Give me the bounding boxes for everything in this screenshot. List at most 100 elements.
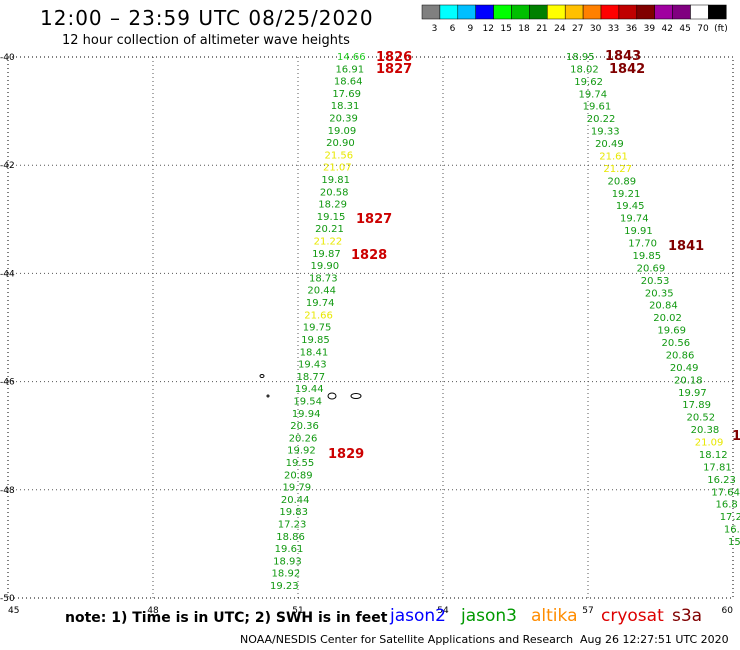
wave-height-value: 16.8 [716, 500, 738, 511]
wave-height-value: 16.23 [707, 475, 736, 486]
wave-height-value: 20.38 [691, 425, 720, 436]
wave-height-value: 20.90 [326, 138, 355, 149]
lon-tick-label: 60 [722, 606, 734, 616]
wave-height-value: 20.84 [649, 301, 678, 312]
island-outline [350, 393, 362, 399]
satellite-altika: altika [531, 606, 578, 626]
legend-label: 24 [554, 24, 566, 34]
legend-label: 27 [572, 24, 583, 34]
wave-height-value: 21.66 [304, 310, 333, 321]
wave-height-value: 21.56 [325, 150, 354, 161]
wave-height-value: 19.09 [328, 126, 357, 137]
wave-height-value: 19.23 [270, 581, 299, 592]
pass-time-label: 1841 [668, 239, 704, 254]
wave-height-value: 19.33 [591, 127, 620, 138]
wave-height-value: 18.29 [318, 200, 347, 211]
wave-height-value: 19.91 [624, 226, 653, 237]
wave-height-value: 18.92 [272, 569, 301, 580]
wave-height-value: 18.02 [570, 64, 599, 75]
wave-height-value: 17.23 [278, 519, 307, 530]
legend-label: 45 [679, 24, 690, 34]
wave-height-value: 17.70 [628, 239, 657, 250]
wave-height-value: 17.2 [720, 512, 740, 523]
credit-line: NOAA/NESDIS Center for Satellite Applica… [240, 633, 574, 646]
wave-height-value: 18.12 [699, 450, 728, 461]
wave-height-value: 19.61 [275, 544, 304, 555]
pass-time-label: 1827 [376, 62, 412, 77]
satellite-cryosat: cryosat [601, 606, 664, 626]
wave-height-value: 19.90 [311, 261, 340, 272]
lat-tick-label: -44 [0, 269, 15, 279]
legend-label: (ft) [714, 24, 728, 34]
wave-height-value: 20.36 [290, 421, 319, 432]
pass-time-label: 1828 [351, 248, 387, 263]
pass-time-label: 1826 [376, 50, 412, 65]
legend-label: 18 [518, 24, 530, 34]
wave-height-value: 19.44 [295, 384, 324, 395]
legend-label: 6 [450, 24, 456, 34]
wave-height-value: 20.44 [281, 495, 310, 506]
wave-height-value: 19.43 [298, 360, 327, 371]
wave-height-value: 20.58 [320, 187, 349, 198]
wave-height-value: 16.91 [335, 64, 364, 75]
footnote: note: 1) Time is in UTC; 2) SWH is in fe… [65, 610, 388, 626]
wave-height-value: 19.69 [657, 326, 686, 337]
pass-time-label: 1 [732, 429, 740, 444]
wave-height-value: 19.15 [317, 212, 346, 223]
wave-height-value: 19.21 [612, 189, 641, 200]
lon-tick-label: 54 [437, 606, 449, 616]
wave-height-value: 19.74 [578, 89, 607, 100]
island-outline [266, 394, 270, 398]
legend-label: 33 [608, 24, 619, 34]
wave-height-value: 19.45 [616, 201, 645, 212]
wave-height-value: 18.93 [273, 556, 302, 567]
wave-height-value: 19.74 [306, 298, 335, 309]
wave-height-value: 18.86 [276, 532, 305, 543]
wave-height-value: 14.66 [337, 52, 366, 63]
wave-height-value: 19.55 [286, 458, 315, 469]
legend-label: 15 [500, 24, 511, 34]
island-outline [327, 392, 337, 400]
pass-time-label: 1829 [328, 447, 364, 462]
wave-height-value: 21.22 [314, 237, 343, 248]
wave-height-value: 20.21 [315, 224, 344, 235]
wave-height-value: 20.39 [329, 114, 358, 125]
lon-tick-label: 57 [582, 606, 593, 616]
wave-height-value: 19.87 [312, 249, 341, 260]
wave-height-value: 20.53 [641, 276, 670, 287]
wave-height-value: 20.02 [653, 313, 682, 324]
wave-height-value: 20.89 [608, 176, 637, 187]
wave-height-value: 21.07 [323, 163, 352, 174]
wave-height-value: 20.44 [307, 286, 336, 297]
wave-height-value: 20.69 [637, 263, 666, 274]
lon-tick-label: 51 [292, 606, 303, 616]
wave-height-value: 21.61 [599, 151, 628, 162]
wave-height-value: 17.89 [682, 400, 711, 411]
wave-height-value: 17.64 [711, 487, 740, 498]
wave-height-value: 19.94 [292, 409, 321, 420]
wave-height-value: 18.31 [331, 101, 360, 112]
map-subtitle: 12 hour collection of altimeter wave hei… [62, 33, 350, 48]
legend-label: 12 [483, 24, 494, 34]
legend-label: 42 [662, 24, 673, 34]
wave-height-value: 20.26 [289, 433, 318, 444]
wave-height-value: 20.89 [284, 470, 313, 481]
wave-height-value: 18.95 [566, 52, 595, 63]
wave-height-value: 18.41 [300, 347, 329, 358]
wave-height-value: 19.54 [293, 396, 322, 407]
island-outline [259, 374, 265, 378]
legend-label: 30 [590, 24, 602, 34]
wave-height-value: 17.81 [703, 462, 732, 473]
legend-label: 3 [432, 24, 438, 34]
color-scale-legend: 3 6 9 12 15 18 21 24 27 30 33 36 39 42 45 70 (ft) [421, 4, 728, 34]
wave-height-value: 20.49 [670, 363, 699, 374]
lat-tick-label: -40 [0, 53, 15, 63]
wave-height-value: 19.85 [301, 335, 330, 346]
wave-height-value: 16. [724, 525, 740, 536]
wave-height-value: 19.83 [279, 507, 308, 518]
wave-height-value: 19.97 [678, 388, 707, 399]
pass-time-label: 1827 [356, 212, 392, 227]
wave-height-value: 18.73 [309, 273, 338, 284]
wave-height-value: 19.81 [321, 175, 350, 186]
wave-height-value: 20.18 [674, 375, 703, 386]
